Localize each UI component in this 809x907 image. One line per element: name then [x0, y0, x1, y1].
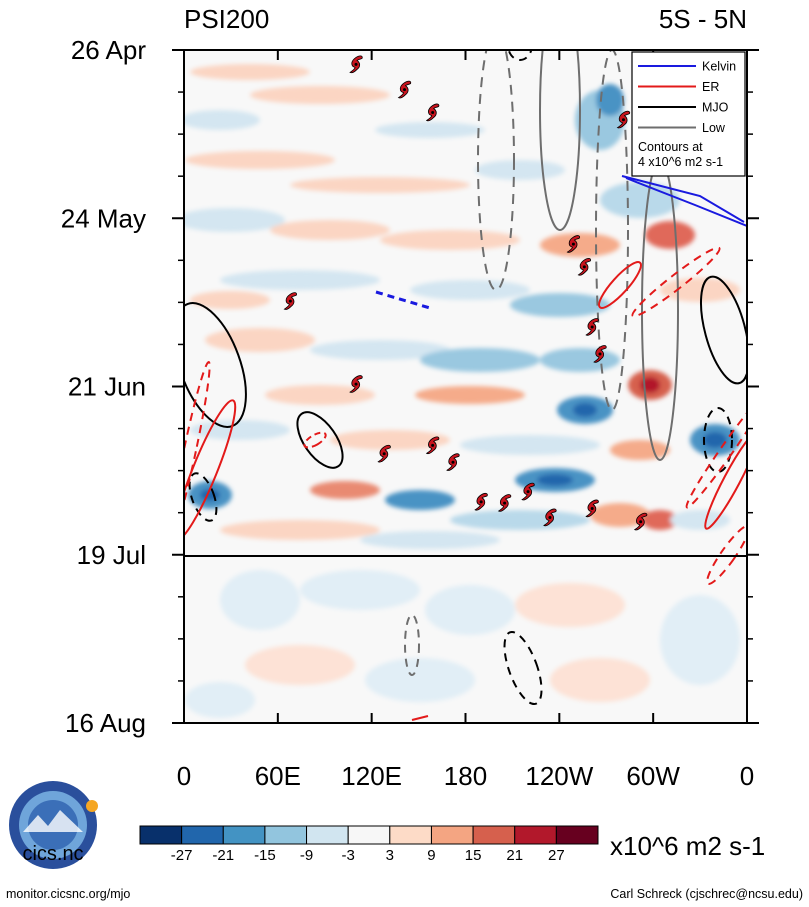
cyclone-icon [566, 235, 581, 253]
cyclone-icon [474, 492, 488, 511]
colorbar-tick-label: 21 [506, 847, 523, 864]
cyclone-icon [283, 292, 297, 310]
mjo-contour-7 [503, 630, 543, 706]
mjo-contour-3 [296, 411, 344, 469]
y-tick-label: 26 Apr [71, 35, 147, 65]
colorbar-swatch [306, 825, 349, 845]
colorbar-units: x10^6 m2 s-1 [610, 831, 765, 861]
colorbar-swatch [430, 825, 474, 845]
low-contour-1 [477, 50, 515, 291]
colorbar-swatch [389, 825, 432, 845]
cyclone-icon [425, 436, 440, 455]
er-contour-3 [184, 399, 237, 541]
y-tick-label: 24 May [61, 203, 146, 233]
cyclone-icon [543, 508, 557, 527]
cyclone-icon [577, 257, 591, 276]
er-contour-7 [685, 391, 747, 509]
cyclone-icon [633, 512, 648, 531]
kelvin-contour-3 [375, 290, 431, 310]
cyclone-icon [446, 453, 460, 471]
colorbar-tick-label: 9 [427, 847, 435, 864]
low-contour-2 [539, 50, 581, 231]
colorbar-tick-label: -3 [342, 847, 355, 864]
legend-note-line1: Contours at [638, 140, 703, 154]
er-contour-2 [631, 246, 721, 318]
legend-box [631, 51, 746, 177]
tropical-cyclone-markers [283, 55, 648, 531]
x-tick-label: 0 [740, 761, 754, 791]
er-contour-6 [704, 430, 747, 530]
cyclone-icon [593, 345, 607, 363]
kelvin-contour-2 [625, 177, 747, 227]
colorbar-swatch [181, 825, 224, 845]
colorbar: -27 -21 -15 -9 -3 3 9 15 21 27 [139, 825, 599, 864]
colorbar-swatch [555, 825, 599, 845]
x-tick-label: 60W [626, 761, 680, 791]
colorbar-tick-label: -15 [254, 847, 276, 864]
colorbar-tick-label: -9 [300, 847, 313, 864]
chart-title-left: PSI200 [184, 4, 269, 34]
logo-text: cics.nc [22, 843, 83, 865]
kelvin-contour-1 [621, 175, 745, 223]
colorbar-swatch [514, 825, 557, 845]
cyclone-icon [397, 80, 412, 99]
cyclone-icon [616, 110, 631, 129]
cyclone-icon [425, 103, 440, 122]
x-tick-label: 180 [444, 761, 487, 791]
author-credit: Carl Schreck (cjschrec@ncsu.edu) [610, 887, 803, 901]
legend: Kelvin ER MJO Low Contours at 4 x10^6 m2 s-… [631, 51, 746, 177]
er-contour-1 [598, 261, 642, 309]
er-contour-4 [184, 360, 211, 540]
colorbar-swatch [222, 825, 266, 845]
low-contour-5 [404, 614, 420, 676]
colorbar-tick-label: 15 [465, 847, 482, 864]
colorbar-tick-label: 27 [548, 847, 565, 864]
er-contour-9 [411, 715, 429, 721]
chart-title-right: 5S - 5N [659, 4, 747, 34]
logo-sun-icon [86, 800, 98, 812]
cyclone-icon [349, 55, 363, 74]
colorbar-swatch [264, 825, 308, 845]
filtered-contours [184, 50, 747, 721]
y-tick-label: 21 Jun [68, 372, 146, 402]
x-tick-label: 60E [255, 761, 301, 791]
y-tick-label: 19 Jul [77, 540, 146, 570]
axes: 0 60E 120E 180 120W 60W 0 26 Apr 24 May 21 Jun 19 … [61, 35, 759, 791]
colorbar-swatch [472, 825, 516, 845]
x-tick-label: 0 [177, 761, 191, 791]
mjo-contour-6 [703, 407, 733, 473]
mjo-contour-1 [507, 50, 533, 61]
cyclone-icon [497, 494, 512, 512]
er-contour-5 [303, 431, 327, 449]
cyclone-icon [585, 318, 599, 336]
y-tick-label: 16 Aug [65, 708, 146, 738]
er-contour-8 [706, 525, 747, 585]
mjo-contour-4 [188, 472, 218, 522]
colorbar-tick-label: -27 [171, 847, 193, 864]
cyclone-icon [521, 482, 535, 501]
cyclone-icon [349, 375, 363, 393]
legend-label: MJO [702, 101, 729, 115]
mjo-contour-5 [700, 275, 747, 385]
logo-mountain-icon [23, 810, 83, 832]
low-contour-3 [595, 50, 629, 411]
colorbar-swatch [139, 825, 183, 845]
cicsnc-logo: cics.nc [9, 781, 98, 869]
cyclone-icon [585, 499, 599, 518]
colorbar-tick-label: 3 [386, 847, 394, 864]
colorbar-swatch [347, 825, 391, 845]
legend-label: Kelvin [702, 60, 736, 74]
website-credit: monitor.cicsnc.org/mjo [6, 887, 130, 901]
legend-label: Low [702, 121, 726, 135]
legend-note-line2: 4 x10^6 m2 s-1 [638, 155, 723, 169]
legend-label: ER [702, 80, 719, 94]
x-tick-label: 120W [525, 761, 593, 791]
colorbar-tick-label: -21 [212, 847, 234, 864]
cyclone-icon [377, 444, 391, 463]
x-tick-label: 120E [341, 761, 402, 791]
